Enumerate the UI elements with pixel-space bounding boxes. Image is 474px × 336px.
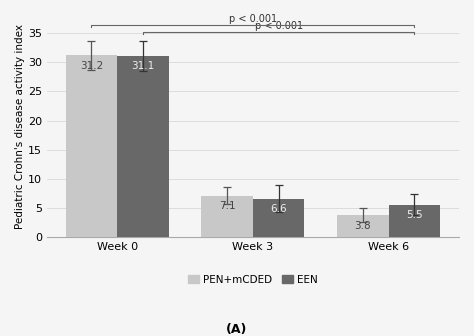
Bar [201, 196, 253, 237]
Text: 3.8: 3.8 [355, 221, 371, 231]
Text: 5.5: 5.5 [406, 210, 423, 220]
Text: 7.1: 7.1 [219, 201, 236, 211]
Bar [253, 199, 304, 237]
Text: 31.1: 31.1 [131, 61, 155, 72]
Bar [65, 55, 117, 237]
Text: p < 0.001: p < 0.001 [229, 14, 277, 24]
Bar [337, 215, 389, 237]
Y-axis label: Pediatric Crohn's disease activity index: Pediatric Crohn's disease activity index [15, 24, 25, 229]
Bar [117, 56, 169, 237]
Text: p < 0.001: p < 0.001 [255, 20, 303, 31]
Text: 6.6: 6.6 [270, 204, 287, 214]
Bar [389, 205, 440, 237]
Text: (A): (A) [226, 323, 248, 336]
Text: 31.2: 31.2 [80, 61, 103, 71]
Legend: PEN+mCDED, EEN: PEN+mCDED, EEN [184, 271, 322, 289]
